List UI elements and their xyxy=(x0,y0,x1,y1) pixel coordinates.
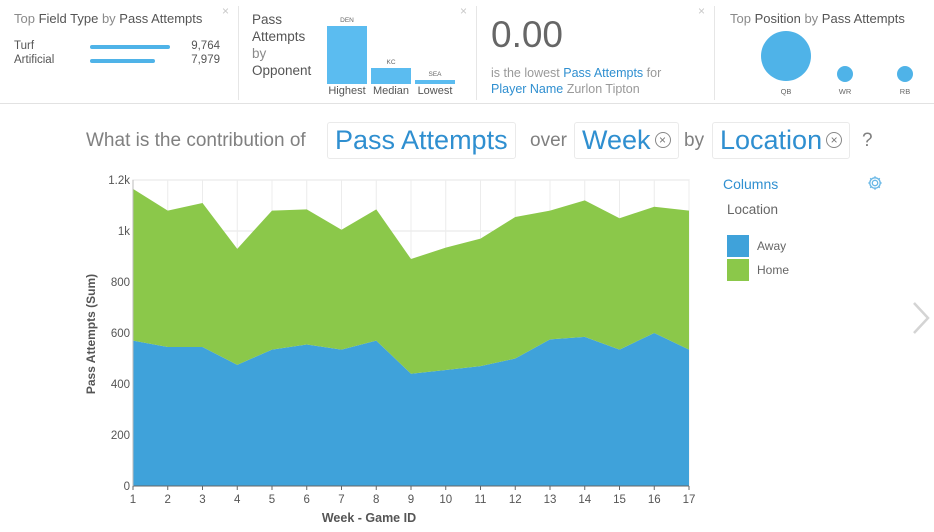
legend-label: Away xyxy=(757,239,787,253)
split-label: Location xyxy=(720,125,823,155)
y-tick-label: 400 xyxy=(111,379,130,391)
position-bubble-wr xyxy=(837,66,853,82)
y-tick-label: 0 xyxy=(124,481,130,493)
lowest-value: 0.00 xyxy=(491,14,564,55)
question-prefix: What is the contribution of xyxy=(86,130,306,151)
x-tick-label: 14 xyxy=(578,494,591,506)
remove-split-icon[interactable]: × xyxy=(826,131,843,148)
measure-label: Pass Attempts xyxy=(335,125,508,155)
close-icon[interactable]: × xyxy=(698,4,706,18)
opponent-bar-fill xyxy=(415,80,455,84)
field-type-row: Artificial 7,979 xyxy=(14,54,220,68)
x-tick-label: 4 xyxy=(234,494,241,506)
field-type-value: 9,764 xyxy=(191,40,220,52)
legend-swatch xyxy=(727,259,749,281)
y-tick-label: 200 xyxy=(111,430,130,442)
field-type-label: Turf xyxy=(14,40,35,52)
x-tick-label: 16 xyxy=(648,494,661,506)
opponent-team: SEA xyxy=(428,71,442,78)
question-suffix: ? xyxy=(862,130,873,151)
chevron-right-icon[interactable] xyxy=(908,298,932,338)
y-axis-title: Pass Attempts (Sum) xyxy=(84,274,98,394)
opponent-bar-highest: DEN xyxy=(327,17,367,84)
legend-label: Home xyxy=(757,263,790,277)
opponent-bar-label: Lowest xyxy=(417,85,453,97)
position-label: RB xyxy=(899,87,911,96)
x-tick-label: 17 xyxy=(683,494,696,506)
opponent-bar-fill xyxy=(327,26,367,84)
field-type-row: Turf 9,764 xyxy=(14,40,220,54)
question-by: by xyxy=(684,130,705,151)
x-tick-label: 13 xyxy=(544,494,557,506)
dimension-label: Week xyxy=(582,125,651,155)
position-bubble-rb xyxy=(897,66,913,82)
x-tick-label: 3 xyxy=(199,494,205,506)
position-label: QB xyxy=(780,87,792,96)
legend-field-label: Location xyxy=(727,202,779,217)
opponent-bar-median: KC xyxy=(371,26,411,84)
position-label: WR xyxy=(838,87,852,96)
lowest-value-subject: Player Name Zurlon Tipton xyxy=(491,82,640,96)
y-axis-ticks: 0 200 400 600 800 1k 1.2k xyxy=(108,175,130,493)
remove-dimension-icon[interactable]: × xyxy=(654,131,671,148)
opponent-bar-fill xyxy=(371,68,411,84)
opponent-team: DEN xyxy=(340,17,354,24)
field-type-bar xyxy=(90,59,155,63)
x-tick-label: 8 xyxy=(373,494,379,506)
area-series-home[interactable] xyxy=(133,188,689,374)
field-type-value: 7,979 xyxy=(191,54,220,66)
opponent-bar-label: Median xyxy=(372,85,410,97)
opponent-card[interactable]: Pass Attempts by Opponent × DEN KC SEA H… xyxy=(244,0,476,104)
y-tick-label: 600 xyxy=(111,328,130,340)
y-tick-label: 800 xyxy=(111,277,130,289)
x-tick-label: 5 xyxy=(269,494,275,506)
area-series-away[interactable] xyxy=(133,333,689,486)
x-tick-label: 1 xyxy=(130,494,136,506)
position-card[interactable]: Top Position by Pass Attempts QB WR RB xyxy=(718,0,934,104)
x-tick-label: 6 xyxy=(304,494,310,506)
x-tick-label: 10 xyxy=(439,494,452,506)
lowest-value-caption: is the lowest Pass Attempts for xyxy=(491,66,662,80)
opponent-bar-lowest: SEA xyxy=(415,26,455,84)
card-divider xyxy=(476,6,477,100)
opponent-team: KC xyxy=(386,59,396,66)
legend-swatch xyxy=(727,235,749,257)
columns-header[interactable]: Columns xyxy=(723,176,779,192)
gear-icon[interactable] xyxy=(866,174,884,192)
lowest-value-card[interactable]: 0.00 is the lowest Pass Attempts for Pla… xyxy=(482,0,712,104)
x-tick-label: 15 xyxy=(613,494,626,506)
field-type-card[interactable]: Top Field Type by Pass Attempts × Turf 9… xyxy=(0,0,232,104)
y-tick-label: 1.2k xyxy=(108,175,130,187)
y-tick-label: 1k xyxy=(118,226,130,238)
field-type-card-title: Top Field Type by Pass Attempts xyxy=(14,11,203,26)
dimension-pill[interactable]: Week × xyxy=(574,122,679,159)
card-divider xyxy=(714,6,715,100)
x-tick-label: 7 xyxy=(338,494,344,506)
position-card-title: Top Position by Pass Attempts xyxy=(730,11,905,26)
question-over: over xyxy=(530,130,567,151)
x-tick-label: 11 xyxy=(475,494,487,506)
split-pill[interactable]: Location × xyxy=(712,122,851,159)
series-areas[interactable] xyxy=(133,188,689,486)
field-type-bar xyxy=(90,45,170,49)
card-divider xyxy=(238,6,239,100)
field-type-label: Artificial xyxy=(14,54,55,66)
insight-cards: Top Field Type by Pass Attempts × Turf 9… xyxy=(0,0,934,104)
x-tick-label: 2 xyxy=(165,494,171,506)
measure-pill[interactable]: Pass Attempts xyxy=(327,122,516,159)
position-bubble-qb xyxy=(761,31,811,81)
x-axis-ticks: 1 2 3 4 5 6 7 8 9 10 11 12 13 14 15 16 17 xyxy=(130,486,696,506)
close-icon[interactable]: × xyxy=(460,4,468,18)
x-axis-title: Week - Game ID xyxy=(322,511,416,525)
x-tick-label: 12 xyxy=(509,494,522,506)
opponent-bar-label: Highest xyxy=(328,85,366,97)
x-tick-label: 9 xyxy=(408,494,414,506)
opponent-card-title: Pass Attempts by Opponent xyxy=(252,12,312,78)
close-icon[interactable]: × xyxy=(222,4,230,18)
